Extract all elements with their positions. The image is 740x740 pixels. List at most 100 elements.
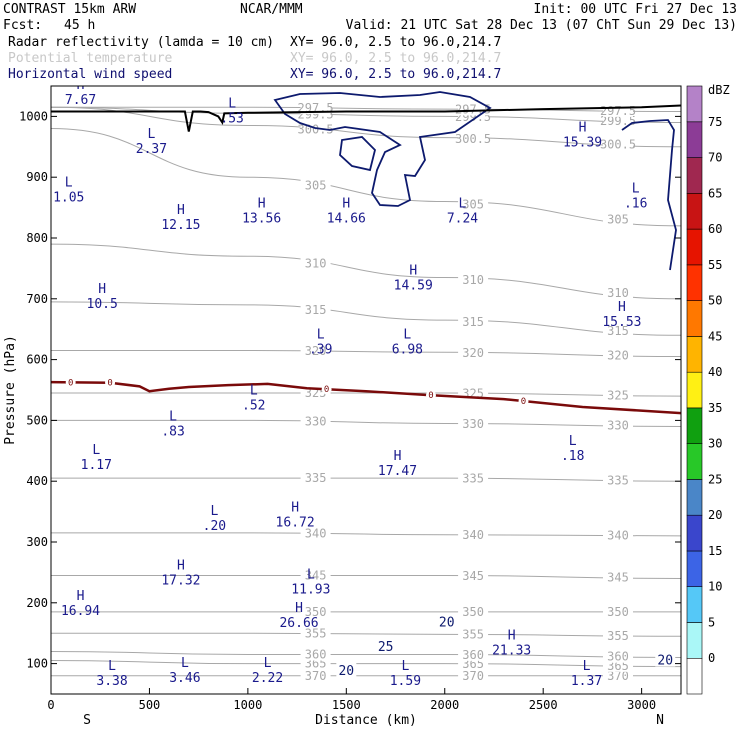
isentrope-label-bg [458,102,489,116]
isentrope-label: 297.5 [600,104,636,118]
isentrope-label: 345 [607,571,629,585]
extremum-value: 1.17 [81,458,112,473]
isentrope-label-bg [603,418,633,432]
y-tick-label: 700 [26,292,48,306]
isentrope-line-297.5 [51,106,681,113]
y-tick-label: 200 [26,596,48,610]
isentrope-label-bg [300,178,331,192]
colorbar-swatch [686,193,703,230]
low-marker: L [317,327,325,342]
freezing-level-layer: 0 0 0 0 0 [51,377,681,415]
isentrope-label: 340 [305,527,327,541]
extremum-value: 11.93 [291,583,330,598]
y-tick-label: 500 [26,413,48,427]
isentrope-label-bg [603,473,633,487]
colorbar-level-label: 10 [708,580,722,594]
low-marker: L [108,659,116,674]
high-marker: H [618,300,626,315]
isentrope-label: 355 [607,629,629,643]
high-marker: H [409,264,417,279]
high-marker: H [295,601,303,616]
isentrope-label-bg [603,668,633,682]
isentrope-label-bg [458,627,489,641]
x-tick-label: 500 [139,698,161,712]
extremum-value: .53 [220,111,243,126]
extremum-value: .83 [161,425,184,440]
colorbar-level-label: 65 [708,186,722,200]
colorbar-level-label: 15 [708,544,722,558]
low-marker: L [264,656,272,671]
isentrope-label: 320 [607,348,629,362]
isentrope-line-345 [51,574,681,579]
colorbar-swatch [686,85,703,123]
colorbar-swatch [686,550,703,588]
x-tick-label: 2000 [430,698,459,712]
isentrope-label-bg [458,416,489,430]
x-tick-label: 3000 [627,698,656,712]
extremum-value: 7.24 [447,212,478,227]
high-marker: H [579,121,587,136]
freezing-label-bg [65,377,76,388]
center-name: NCAR/MMM [240,2,303,17]
isentrope-line-315 [51,301,681,336]
isentrope-label-bg [300,647,331,661]
extremum-value: 3.38 [96,674,127,689]
low-marker: L [250,383,258,398]
x-axis-label: Distance (km) [315,713,417,728]
isentrope-label: 300.5 [455,132,491,146]
isentrope-label-bg [300,471,331,485]
isentrope-label-bg [458,131,489,145]
isentrope-label-bg [458,471,489,485]
isentrope-label-bg [300,526,331,540]
freezing-label-bg [321,384,332,395]
extremum-value: 12.15 [161,218,200,233]
isentrope-label-bg [458,668,489,682]
extremum-value: 13.56 [242,212,281,227]
low-marker: L [632,182,640,197]
isentrope-label: 355 [305,627,327,641]
isentrope-line-320 [51,349,681,358]
extremum-value: 3.46 [169,671,200,686]
isentrope-label: 345 [305,568,327,582]
forecast-label: Fcst: [3,18,42,33]
colorbar: dBZ 0 5 10 15 20 25 30 35 40 45 50 55 60 65 70 75 [686,83,730,695]
isentrope-label: 320 [462,346,484,360]
colorbar-swatch [686,371,703,409]
high-marker: H [342,197,350,212]
extremum-value: 1.05 [53,190,84,205]
low-marker: L [401,659,409,674]
isentrope-label-bg [458,273,489,287]
low-marker: L [147,127,155,142]
extremum-value: 14.66 [327,212,366,227]
isentrope-label: 299.5 [600,114,636,128]
isentrope-label-bg [603,628,633,642]
freezing-level-label: 0 [428,391,433,401]
isentrope-label-bg [300,256,331,270]
field-xy-theta: XY= 96.0, 2.5 to 96.0,214.7 [290,51,501,66]
isentrope-label: 345 [462,569,484,583]
low-marker: L [228,96,236,111]
wind-speed-label: 20 [657,654,673,669]
isentrope-label: 350 [462,605,484,619]
colorbar-swatch [686,121,703,158]
isentrope-label: 330 [607,419,629,433]
extremum-value: .16 [624,197,647,212]
colorbar-level-label: 25 [708,472,722,486]
colorbar-swatch [686,443,703,480]
wind-label-bg [375,639,396,654]
x-tick-label: 1500 [332,698,361,712]
extremum-value: 15.39 [563,136,602,151]
isentrope-label-bg [603,388,633,402]
colorbar-swatch [686,622,703,659]
freezing-level-label: 0 [521,397,526,407]
colorbar-level-label: 40 [708,365,722,379]
isentrope-label-bg [458,314,489,328]
low-marker: L [583,659,591,674]
colorbar-level-label: 0 [708,651,715,665]
terrain-layer [51,104,681,132]
wind-label-bg [336,662,357,677]
colorbar-level-label: 70 [708,151,722,165]
y-tick-label: 900 [26,170,48,184]
